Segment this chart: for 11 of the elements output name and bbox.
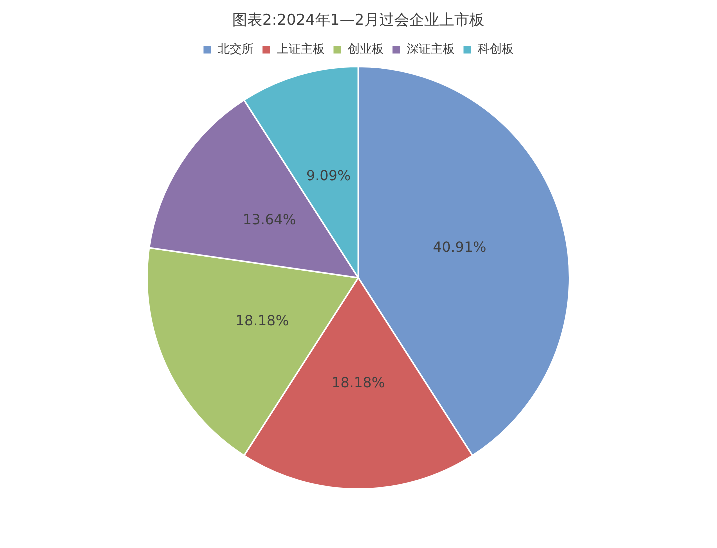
chart-title: 图表2:2024年1—2月过会企业上市板 — [232, 10, 484, 29]
legend-label: 北交所 — [218, 42, 254, 56]
legend-label: 上证主板 — [277, 42, 325, 56]
data-label: 40.91% — [433, 240, 487, 256]
data-label: 18.18% — [332, 375, 386, 392]
data-label: 9.09% — [306, 168, 351, 184]
legend-label: 创业板 — [348, 42, 384, 56]
data-label: 13.64% — [242, 212, 296, 229]
data-label: 18.18% — [236, 314, 290, 330]
legend-label: 深证主板 — [407, 42, 455, 56]
legend-label: 科创板 — [478, 42, 514, 56]
